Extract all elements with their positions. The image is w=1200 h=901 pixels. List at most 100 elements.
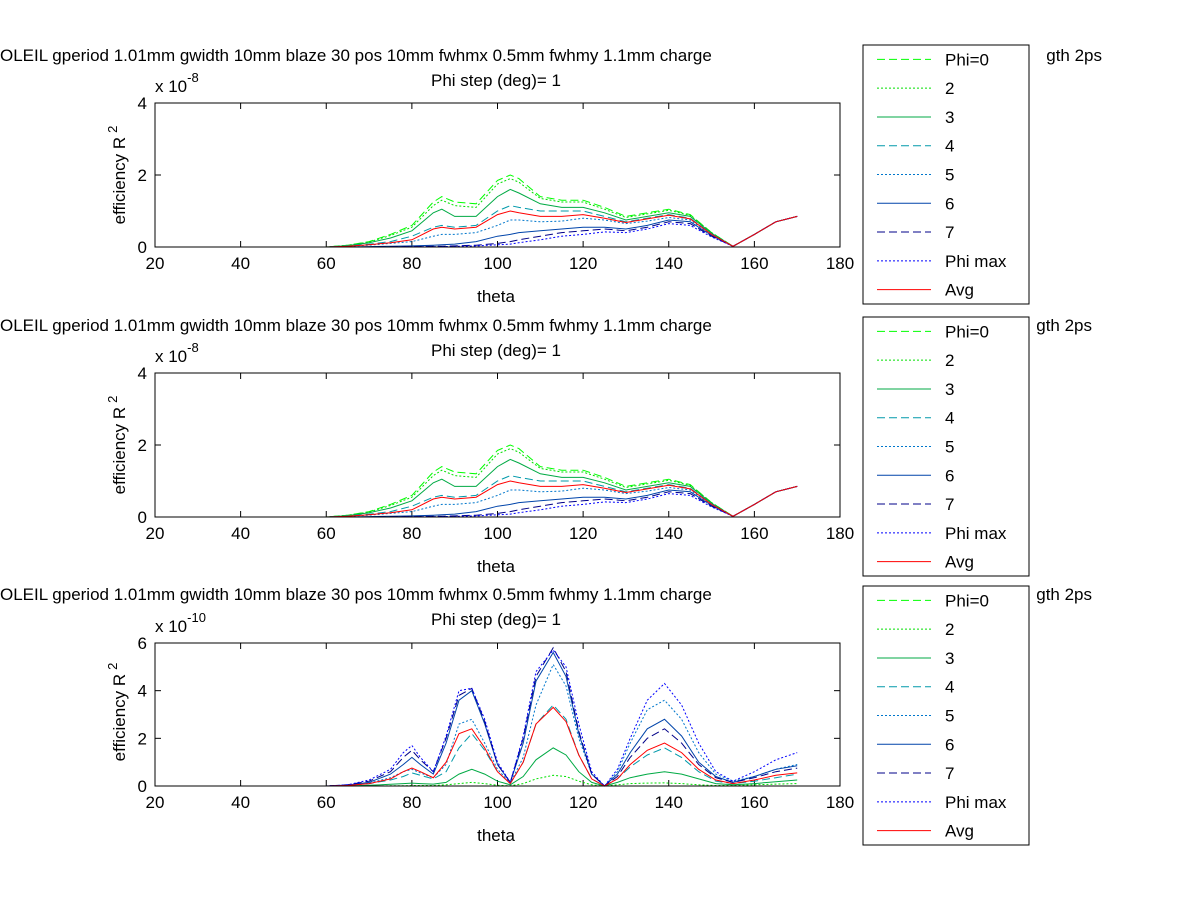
- subplot-title-tail: gth 2ps: [1036, 316, 1092, 335]
- series-line-8: [197, 649, 798, 787]
- x-tick-label: 180: [826, 254, 854, 273]
- series-line-5: [197, 663, 798, 787]
- x-tick-label: 100: [483, 254, 511, 273]
- legend-label: 2: [945, 351, 954, 370]
- y-tick-label: 0: [138, 508, 147, 527]
- x-tick-label: 80: [402, 254, 421, 273]
- x-tick-label: 160: [740, 793, 768, 812]
- series-line-2: [197, 178, 798, 248]
- y-tick-label: 4: [138, 682, 147, 701]
- y-tick-label: 4: [138, 94, 147, 113]
- subplot-title: OLEIL gperiod 1.01mm gwidth 10mm blaze 3…: [0, 46, 712, 65]
- legend-label: Avg: [945, 822, 974, 841]
- y-axis-label: efficiency R2: [105, 396, 129, 495]
- legend-label: Phi max: [945, 524, 1007, 543]
- x-tick-label: 120: [569, 793, 597, 812]
- legend-label: 4: [945, 678, 954, 697]
- x-tick-label: 160: [740, 254, 768, 273]
- x-tick-label: 120: [569, 524, 597, 543]
- exponent-label: x 10-8: [155, 340, 199, 366]
- series-line-9: [197, 480, 798, 518]
- subplot-subtitle: Phi step (deg)= 1: [431, 610, 561, 629]
- x-tick-label: 160: [740, 524, 768, 543]
- x-tick-label: 140: [655, 793, 683, 812]
- subplot-2: OLEIL gperiod 1.01mm gwidth 10mm blaze 3…: [0, 316, 1092, 577]
- axes-box: [154, 102, 841, 248]
- x-axis-label: theta: [477, 287, 515, 306]
- x-tick-label: 20: [146, 254, 165, 273]
- legend-label: 2: [945, 620, 954, 639]
- axes-box: [154, 372, 841, 518]
- x-tick-label: 140: [655, 524, 683, 543]
- legend: Phi=0 2 3 4 5 6 7 Phi max Avg: [862, 585, 1030, 846]
- x-tick-label: 180: [826, 524, 854, 543]
- legend-label: 6: [945, 194, 954, 213]
- series-line-3: [197, 188, 798, 248]
- y-tick-label: 0: [138, 238, 147, 257]
- series-line-3: [197, 747, 798, 787]
- series-line-9: [197, 706, 798, 787]
- subplot-1: OLEIL gperiod 1.01mm gwidth 10mm blaze 3…: [0, 44, 1102, 306]
- series-line-6: [197, 651, 798, 787]
- legend-label: Phi=0: [945, 50, 989, 69]
- legend-label: Phi max: [945, 252, 1007, 271]
- legend-label: 4: [945, 409, 954, 428]
- y-axis-label: efficiency R2: [105, 126, 129, 225]
- series-line-3: [197, 458, 798, 518]
- x-tick-label: 80: [402, 524, 421, 543]
- x-tick-label: 60: [317, 254, 336, 273]
- legend-label: 5: [945, 166, 954, 185]
- legend-label: 5: [945, 707, 954, 726]
- legend-label: 3: [945, 380, 954, 399]
- legend-label: 7: [945, 764, 954, 783]
- legend-label: 6: [945, 466, 954, 485]
- x-tick-label: 20: [146, 524, 165, 543]
- x-tick-label: 40: [231, 524, 250, 543]
- y-tick-label: 2: [138, 166, 147, 185]
- legend-label: 7: [945, 495, 954, 514]
- subplot-title-tail: gth 2ps: [1046, 46, 1102, 65]
- series-lines: [197, 174, 798, 248]
- series-lines: [197, 646, 798, 787]
- subplot-3: OLEIL gperiod 1.01mm gwidth 10mm blaze 3…: [0, 585, 1092, 846]
- exponent-label: x 10-8: [155, 70, 199, 96]
- y-tick-label: 2: [138, 436, 147, 455]
- legend: Phi=0 2 3 4 5 6 7 Phi max Avg: [862, 316, 1030, 577]
- legend-label: Avg: [945, 281, 974, 300]
- legend-label: 6: [945, 735, 954, 754]
- legend-label: Phi=0: [945, 322, 989, 341]
- legend-label: 3: [945, 649, 954, 668]
- x-tick-label: 60: [317, 793, 336, 812]
- exponent-label: x 10-10: [155, 610, 206, 636]
- series-line-9: [197, 210, 798, 248]
- axes-box: [154, 642, 841, 787]
- legend-label: 5: [945, 438, 954, 457]
- x-axis-label: theta: [477, 557, 515, 576]
- x-tick-label: 120: [569, 254, 597, 273]
- subplot-subtitle: Phi step (deg)= 1: [431, 341, 561, 360]
- legend-label: 3: [945, 108, 954, 127]
- legend-label: 7: [945, 223, 954, 242]
- x-tick-label: 140: [655, 254, 683, 273]
- series-line-5: [197, 485, 798, 518]
- ticks: 20 40 60 80 100 120 140 160 180 0 2 4: [138, 94, 855, 273]
- y-axis-label: efficiency R2: [105, 663, 129, 762]
- series-line-1: [197, 444, 798, 518]
- x-axis-label: theta: [477, 826, 515, 845]
- x-tick-label: 40: [231, 254, 250, 273]
- legend-label: Phi=0: [945, 591, 989, 610]
- x-tick-label: 80: [402, 793, 421, 812]
- subplot-title: OLEIL gperiod 1.01mm gwidth 10mm blaze 3…: [0, 585, 712, 604]
- y-tick-label: 6: [138, 634, 147, 653]
- legend-label: 4: [945, 137, 954, 156]
- y-tick-label: 2: [138, 729, 147, 748]
- subplot-subtitle: Phi step (deg)= 1: [431, 71, 561, 90]
- series-line-7: [197, 646, 798, 787]
- x-tick-label: 100: [483, 793, 511, 812]
- series-line-2: [197, 448, 798, 518]
- legend-label: 2: [945, 79, 954, 98]
- series-line-4: [197, 475, 798, 518]
- subplot-title-tail: gth 2ps: [1036, 585, 1092, 604]
- x-tick-label: 100: [483, 524, 511, 543]
